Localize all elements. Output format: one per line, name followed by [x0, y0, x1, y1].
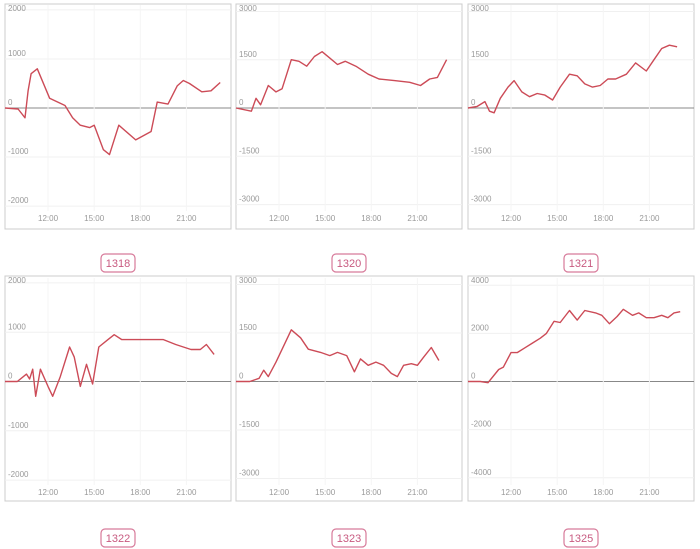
- y-tick-label: -4000: [471, 468, 492, 477]
- x-tick-label: 21:00: [639, 488, 660, 497]
- x-tick-label: 21:00: [639, 214, 660, 223]
- x-tick-label: 12:00: [501, 488, 522, 497]
- x-tick-label: 12:00: [38, 488, 59, 497]
- y-tick-label: 0: [8, 372, 13, 381]
- chart-frame: [235, 275, 463, 502]
- y-tick-label: 4000: [471, 276, 489, 285]
- y-tick-label: 1500: [239, 323, 257, 332]
- y-tick-label: 2000: [8, 4, 26, 13]
- chart-title[interactable]: 1321: [569, 258, 593, 270]
- y-tick-label: -1500: [471, 146, 492, 155]
- y-tick-label: 1000: [8, 322, 26, 331]
- x-tick-label: 12:00: [269, 214, 290, 223]
- y-tick-label: -3000: [239, 195, 260, 204]
- chart-frame: [4, 275, 232, 502]
- y-tick-label: 0: [471, 98, 476, 107]
- x-tick-label: 21:00: [176, 488, 197, 497]
- data-line: [4, 68, 221, 156]
- y-tick-label: 0: [239, 372, 244, 381]
- x-tick-label: 12:00: [38, 214, 59, 223]
- x-tick-label: 15:00: [84, 214, 105, 223]
- x-tick-label: 12:00: [501, 214, 522, 223]
- x-tick-label: 21:00: [407, 214, 428, 223]
- chart-frame: [235, 3, 463, 230]
- y-tick-label: 0: [8, 98, 13, 107]
- data-line: [235, 51, 448, 112]
- chart-title[interactable]: 1322: [106, 533, 130, 545]
- chart-title[interactable]: 1320: [337, 258, 361, 270]
- y-tick-label: -1500: [239, 146, 260, 155]
- x-tick-label: 15:00: [315, 214, 336, 223]
- x-tick-label: 18:00: [361, 214, 382, 223]
- x-tick-label: 18:00: [130, 488, 151, 497]
- data-line: [236, 329, 440, 383]
- x-tick-label: 12:00: [269, 488, 290, 497]
- y-tick-label: -2000: [8, 470, 29, 479]
- y-tick-label: 1000: [8, 49, 26, 58]
- chart-frame: [4, 3, 232, 230]
- y-tick-label: 3000: [239, 276, 257, 285]
- y-tick-label: -1000: [8, 147, 29, 156]
- chart-title[interactable]: 1318: [106, 258, 130, 270]
- y-tick-label: -2000: [471, 420, 492, 429]
- y-tick-label: 3000: [471, 4, 489, 13]
- y-tick-label: 0: [471, 372, 476, 381]
- title-badge[interactable]: [100, 253, 136, 273]
- y-tick-label: -3000: [239, 469, 260, 478]
- chart-title[interactable]: 1325: [569, 533, 593, 545]
- data-line: [467, 44, 678, 114]
- y-tick-label: -1500: [239, 420, 260, 429]
- title-badge[interactable]: [100, 528, 136, 548]
- y-tick-label: -2000: [8, 196, 29, 205]
- x-tick-label: 21:00: [407, 488, 428, 497]
- x-tick-label: 18:00: [593, 488, 614, 497]
- title-badge[interactable]: [563, 253, 599, 273]
- chart-title[interactable]: 1323: [337, 533, 361, 545]
- data-line: [468, 308, 681, 384]
- y-tick-label: 1500: [471, 50, 489, 59]
- y-tick-label: -1000: [8, 421, 29, 430]
- x-tick-label: 15:00: [315, 488, 336, 497]
- x-tick-label: 15:00: [84, 488, 105, 497]
- title-badge[interactable]: [331, 528, 367, 548]
- x-tick-label: 18:00: [593, 214, 614, 223]
- data-line: [5, 334, 215, 397]
- y-tick-label: 3000: [239, 4, 257, 13]
- title-badge[interactable]: [563, 528, 599, 548]
- x-tick-label: 15:00: [547, 488, 568, 497]
- y-tick-label: 0: [239, 98, 244, 107]
- x-tick-label: 15:00: [547, 214, 568, 223]
- y-tick-label: 2000: [8, 276, 26, 285]
- y-tick-label: 1500: [239, 50, 257, 59]
- title-badge[interactable]: [331, 253, 367, 273]
- chart-frame: [467, 3, 695, 230]
- x-tick-label: 21:00: [176, 214, 197, 223]
- x-tick-label: 18:00: [361, 488, 382, 497]
- y-tick-label: -3000: [471, 195, 492, 204]
- y-tick-label: 2000: [471, 323, 489, 332]
- x-tick-label: 18:00: [130, 214, 151, 223]
- chart-frame: [467, 275, 695, 502]
